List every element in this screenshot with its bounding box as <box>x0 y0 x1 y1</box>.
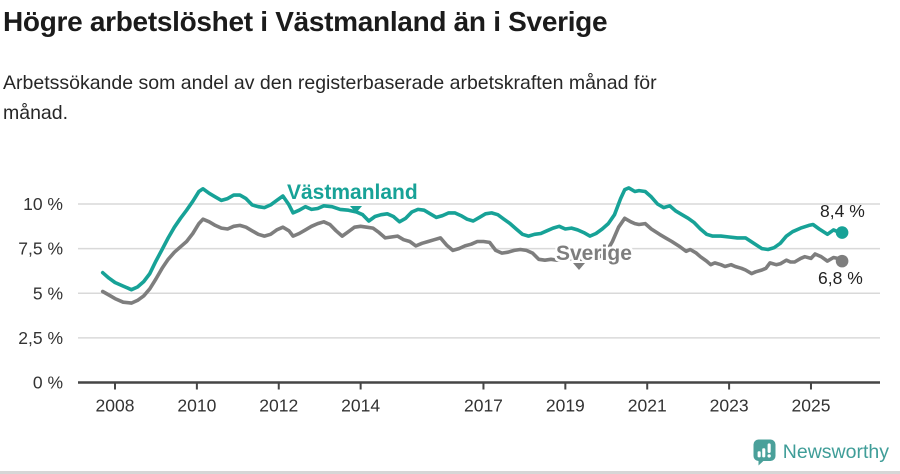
x-axis-tick-label: 2008 <box>96 396 135 416</box>
bottom-divider <box>0 471 900 474</box>
x-axis-tick-label: 2014 <box>341 396 380 416</box>
series-line-sverige <box>100 216 844 305</box>
sverige-end-value: 6,8 % <box>818 268 863 288</box>
series-end-dot-sverige <box>835 254 849 268</box>
series-label-vastmanland: Västmanland <box>287 181 418 204</box>
y-axis-tick-label: 5 % <box>33 283 63 303</box>
x-axis-tick-label: 2021 <box>628 396 667 416</box>
x-axis-tick-label: 2012 <box>259 396 298 416</box>
newsworthy-brand-link[interactable]: Newsworthy <box>753 439 889 466</box>
x-axis-tick-label: 2017 <box>464 396 503 416</box>
chart-subtitle-line1: Arbetssökande som andel av den registerb… <box>3 72 657 94</box>
newsworthy-logo-icon <box>753 439 776 466</box>
chart-title: Högre arbetslöshet i Västmanland än i Sv… <box>3 6 608 37</box>
x-axis-tick-label: 2010 <box>177 396 216 416</box>
y-axis-tick-label: 7,5 % <box>18 239 63 259</box>
vastmanland-end-value: 8,4 % <box>820 201 865 221</box>
sverige-caret-icon <box>573 263 585 270</box>
chart-subtitle-line2: månad. <box>3 102 69 124</box>
vastmanland-caret-icon <box>350 206 362 213</box>
x-axis-tick-label: 2025 <box>792 396 831 416</box>
brand-name: Newsworthy <box>782 441 889 463</box>
x-axis-tick-label: 2019 <box>546 396 585 416</box>
x-axis-tick-label: 2023 <box>710 396 749 416</box>
series-end-dot-västmanland <box>835 226 849 239</box>
y-axis-tick-label: 2,5 % <box>18 328 63 348</box>
chart-plot-area: 0 % 2,5 % 5 % 7,5 % 10 % 2008 2010 2012 2014 2017… <box>18 186 880 416</box>
line-chart: 0 % 2,5 % 5 % 7,5 % 10 % 2008 2010 2012 2014 2017… <box>0 160 900 432</box>
y-axis-tick-label: 0 % <box>33 373 63 393</box>
chart-subtitle: Arbetssökande som andel av den registerb… <box>3 68 657 128</box>
series-label-sverige: Sverige <box>556 242 632 265</box>
y-axis-tick-label: 10 % <box>23 194 63 214</box>
series-line-västmanland <box>100 186 844 292</box>
